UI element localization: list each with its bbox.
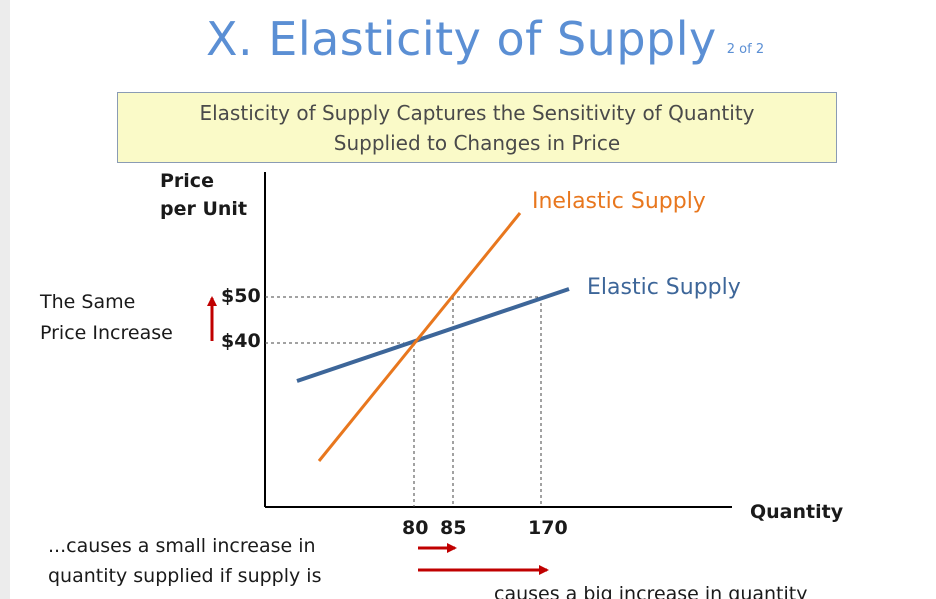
quantity-tick-85: 85 <box>440 517 467 539</box>
slide-edge <box>0 0 10 599</box>
quantity-tick-80: 80 <box>402 517 429 539</box>
banner-line-1: Elasticity of Supply Captures the Sensit… <box>199 101 755 125</box>
inelastic-supply-label: Inelastic Supply <box>532 189 706 214</box>
small-increase-note-line-1: ...causes a small increase in <box>48 535 316 557</box>
big-increase-note: causes a big increase in quantity <box>494 583 808 599</box>
elastic-supply-label: Elastic Supply <box>587 275 741 300</box>
definition-banner: Elasticity of Supply Captures the Sensit… <box>117 92 837 163</box>
x-axis-label: Quantity <box>750 501 844 523</box>
small-increase-note-line-2: quantity supplied if supply is <box>48 565 322 587</box>
page-indicator: 2 of 2 <box>726 42 765 57</box>
y-axis-label-line-1: Price <box>160 170 214 192</box>
quantity-tick-170: 170 <box>528 517 568 539</box>
banner-line-2: Supplied to Changes in Price <box>333 131 621 155</box>
inelastic-supply-line <box>317 212 522 462</box>
title-area: X. Elasticity of Supply 2 of 2 <box>206 12 764 78</box>
y-axis-label-line-2: per Unit <box>160 198 248 220</box>
elastic-supply-line <box>296 287 570 383</box>
slide-title: X. Elasticity of Supply <box>206 12 717 66</box>
price-increase-note-line-2: Price Increase <box>40 322 173 344</box>
price-tick-50: $50 <box>221 285 261 307</box>
price-tick-40: $40 <box>221 330 261 352</box>
price-increase-note-line-1: The Same <box>40 291 136 313</box>
